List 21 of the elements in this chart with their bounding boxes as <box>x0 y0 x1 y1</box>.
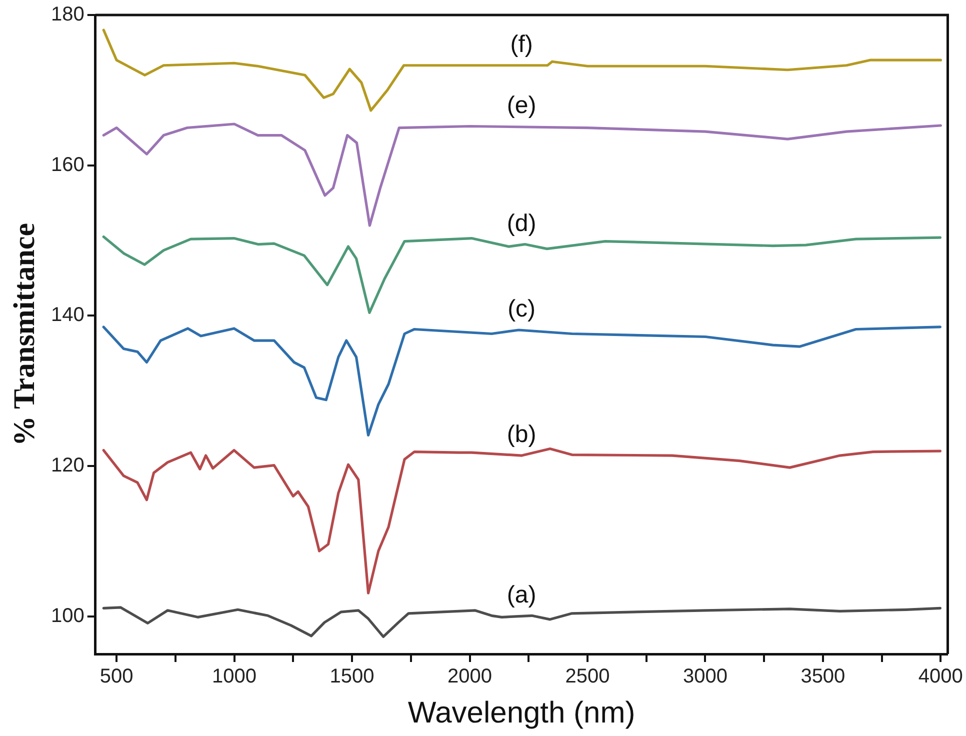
y-tick-label: 180 <box>50 4 84 26</box>
x-tick-label: 4000 <box>918 666 963 688</box>
y-axis-title: % Transmittance <box>8 222 41 446</box>
x-axis-title: Wavelength (nm) <box>408 696 636 730</box>
y-tick-label: 140 <box>50 304 84 326</box>
y-tick-label: 160 <box>50 154 84 176</box>
x-tick-label: 1000 <box>212 666 257 688</box>
y-tick-label: 100 <box>50 604 84 627</box>
y-tick-label: 120 <box>50 454 84 477</box>
annotation: (c) <box>508 296 536 323</box>
x-tick-label: 2500 <box>565 666 610 688</box>
annotation: (a) <box>506 581 536 608</box>
x-tick-label: 500 <box>100 666 134 688</box>
x-tick-label: 3500 <box>800 666 846 688</box>
annotation: (f) <box>510 30 533 58</box>
x-tick-label: 2000 <box>448 666 492 688</box>
annotation: (d) <box>506 210 536 237</box>
x-tick-label: 1500 <box>330 666 374 688</box>
annotation: (e) <box>506 92 536 119</box>
x-tick-label: 3000 <box>682 666 728 688</box>
annotation: (b) <box>506 421 536 448</box>
